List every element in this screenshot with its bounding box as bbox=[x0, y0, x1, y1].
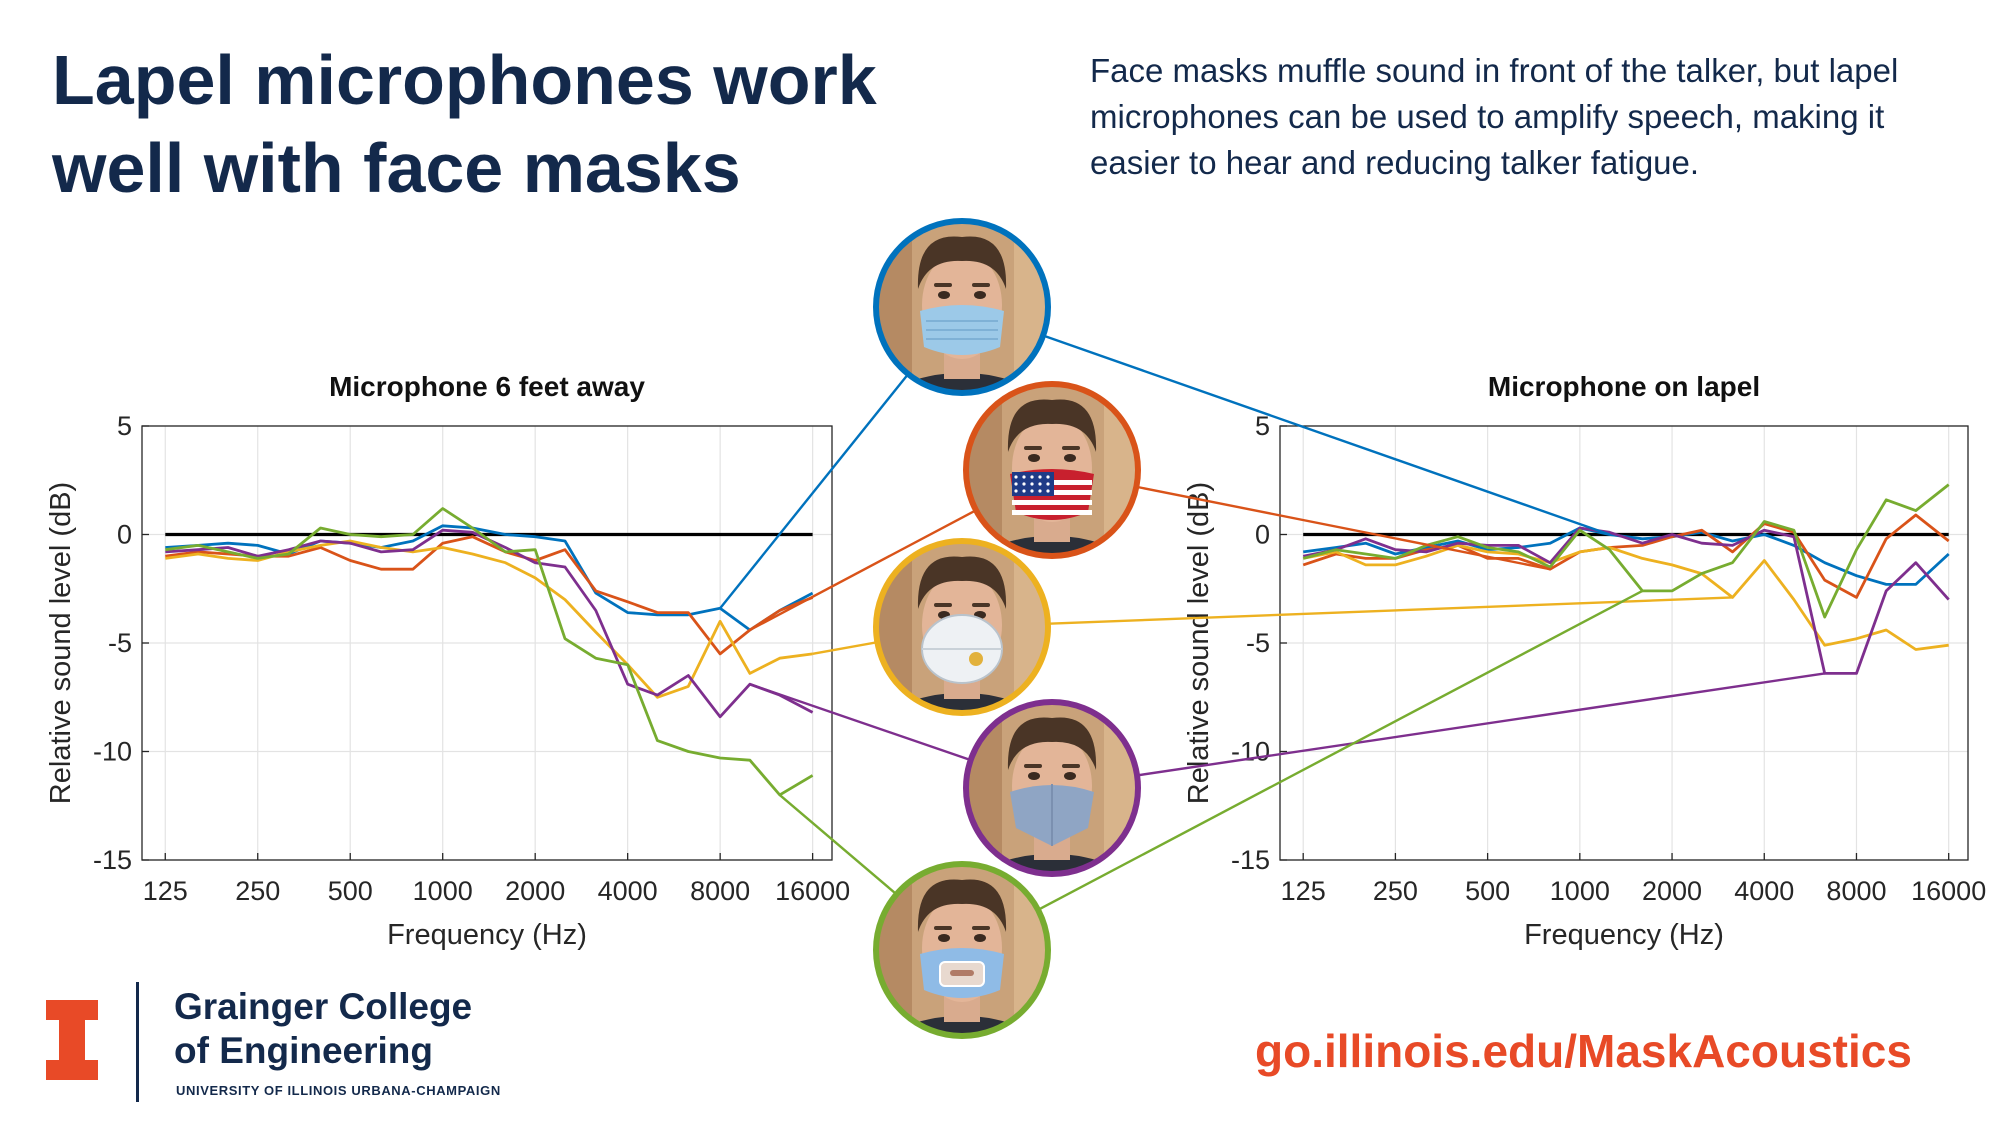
y-tick-label: -15 bbox=[93, 845, 132, 875]
connector-lapel-1 bbox=[961, 305, 1610, 536]
portrait-ring-3 bbox=[873, 538, 1051, 716]
x-tick-label: 8000 bbox=[1826, 876, 1886, 906]
x-axis-label: Frequency (Hz) bbox=[387, 919, 587, 951]
series-line-2 bbox=[1302, 513, 1950, 599]
y-tick-label: -15 bbox=[1231, 845, 1270, 875]
connector-lapel-3 bbox=[961, 596, 1733, 629]
y-tick-label: 5 bbox=[1255, 411, 1270, 441]
y-tick-label: -5 bbox=[1246, 628, 1270, 658]
university-name: UNIVERSITY OF ILLINOIS URBANA-CHAMPAIGN bbox=[176, 1083, 501, 1098]
chart-far: 125 250 500 1000 2000 4000 8000 16000 5 0 -5 -10 -15… bbox=[45, 371, 850, 951]
chart-lapel: 125 250 500 1000 2000 4000 8000 16000 5 0 -5 -10 -15… bbox=[1183, 371, 1986, 951]
college-name-line-2: of Engineering bbox=[174, 1030, 433, 1071]
x-tick-label: 1000 bbox=[413, 876, 473, 906]
page-description: Face masks muffle sound in front of the … bbox=[1090, 52, 1899, 181]
x-tick-label: 500 bbox=[1465, 876, 1510, 906]
x-tick-label: 2000 bbox=[505, 876, 565, 906]
y-tick-label: 0 bbox=[117, 520, 132, 550]
x-tick-label: 250 bbox=[235, 876, 280, 906]
x-tick-label: 1000 bbox=[1550, 876, 1610, 906]
connector-lapel-5 bbox=[961, 589, 1643, 952]
surgical-mask-portrait-icon bbox=[873, 218, 1051, 396]
series-line-3 bbox=[165, 539, 813, 699]
connector-lapel-4 bbox=[1051, 672, 1825, 790]
y-tick-label: -10 bbox=[93, 737, 132, 767]
illinois-block-i-logo-icon bbox=[46, 1000, 98, 1080]
y-tick-label: -10 bbox=[1231, 737, 1270, 767]
series-line-1 bbox=[165, 524, 814, 632]
clear-window-mask-portrait-icon bbox=[873, 861, 1051, 1039]
series-line-5 bbox=[1302, 483, 1950, 619]
x-tick-label: 500 bbox=[328, 876, 373, 906]
x-tick-label: 4000 bbox=[598, 876, 658, 906]
portrait-ring-5 bbox=[873, 861, 1051, 1039]
mask-portraits bbox=[873, 218, 1141, 1039]
footer-divider bbox=[136, 982, 139, 1102]
x-axis-label: Frequency (Hz) bbox=[1524, 919, 1724, 951]
chart-grid bbox=[142, 425, 832, 861]
x-tick-label: 8000 bbox=[690, 876, 750, 906]
y-tick-label: -5 bbox=[108, 628, 132, 658]
portrait-ring-4 bbox=[963, 699, 1141, 877]
portrait-ring-1 bbox=[873, 218, 1051, 396]
x-tick-label: 4000 bbox=[1734, 876, 1794, 906]
x-tick-label: 125 bbox=[1281, 876, 1326, 906]
series-line-5 bbox=[165, 507, 814, 797]
x-tick-label: 2000 bbox=[1642, 876, 1702, 906]
portrait-ring-2 bbox=[963, 381, 1141, 559]
college-name-line-1: Grainger College bbox=[174, 986, 473, 1027]
y-tick-label: 0 bbox=[1255, 520, 1270, 550]
chart-grid bbox=[1280, 425, 1968, 861]
x-tick-label: 16000 bbox=[775, 876, 850, 906]
chart-title: Microphone 6 feet away bbox=[329, 371, 645, 402]
x-tick-label: 125 bbox=[143, 876, 188, 906]
chart-title: Microphone on lapel bbox=[1488, 371, 1760, 402]
series-line-3 bbox=[1302, 544, 1949, 651]
y-tick-label: 5 bbox=[117, 411, 132, 441]
college-name: Grainger College of Engineering bbox=[174, 985, 472, 1073]
y-axis-label: Relative sound level (dB) bbox=[1183, 482, 1215, 804]
x-tick-label: 250 bbox=[1373, 876, 1418, 906]
y-axis-label: Relative sound level (dB) bbox=[45, 482, 77, 804]
chart-plots: 125 250 500 1000 2000 4000 8000 16000 5 0 -5 -10 -15… bbox=[45, 371, 1986, 951]
x-tick-label: 16000 bbox=[1911, 876, 1986, 906]
page-title: Lapel microphones work well with face ma… bbox=[52, 41, 877, 207]
mask-acoustics-link[interactable]: go.illinois.edu/MaskAcoustics bbox=[1255, 1025, 1912, 1077]
